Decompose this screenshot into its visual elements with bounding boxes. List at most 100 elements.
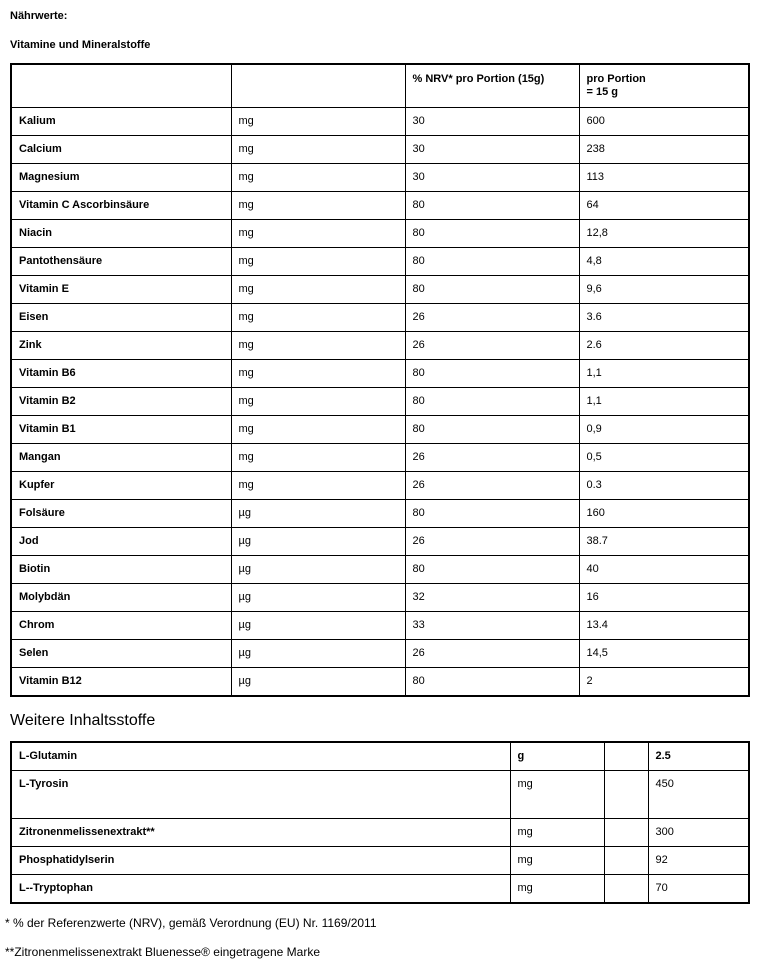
ingredient-amount-cell: 92: [647, 846, 750, 875]
vitamin-row: Chrom µg 33 13.4: [10, 611, 750, 640]
nutrient-nrv-cell: 26: [404, 303, 580, 332]
ingredient-amount-cell: 300: [647, 818, 750, 847]
nutrient-unit-cell: µg: [230, 499, 406, 528]
section-heading-vitamins-minerals: Vitamine und Mineralstoffe: [10, 39, 151, 51]
nutrient-name-cell: Molybdän: [10, 583, 232, 612]
nutrient-amount-cell: 3.6: [578, 303, 750, 332]
other-ingredients-table-body: L-Glutamin g 2.5 L-Tyrosin mg 450 Zitronenmeli…: [10, 741, 750, 904]
nutrient-name-cell: Biotin: [10, 555, 232, 584]
ingredient-name-cell: Phosphatidylserin: [10, 846, 511, 875]
nutrient-nrv-cell: 80: [404, 415, 580, 444]
nutrient-amount-cell: 0,9: [578, 415, 750, 444]
ingredient-spacer-cell: [603, 818, 649, 847]
nutrient-nrv-cell: 26: [404, 639, 580, 668]
nutrient-name-cell: Zink: [10, 331, 232, 360]
nutrient-name-cell: Pantothensäure: [10, 247, 232, 276]
nutrient-nrv-cell: 80: [404, 667, 580, 697]
nutrient-name-cell: Vitamin C Ascorbinsäure: [10, 191, 232, 220]
nutrient-nrv-cell: 33: [404, 611, 580, 640]
footnote-nrv-reference: * % der Referenzwerte (NRV), gemäß Veror…: [5, 916, 377, 930]
nutrient-unit-cell: µg: [230, 639, 406, 668]
nutrient-unit-cell: µg: [230, 667, 406, 697]
nutrient-unit-cell: µg: [230, 555, 406, 584]
vitamins-table-header-row: % NRV* pro Portion (15g) pro Portion = 1…: [10, 63, 750, 108]
nutrient-amount-cell: 16: [578, 583, 750, 612]
nutrient-unit-cell: mg: [230, 163, 406, 192]
nutrient-name-cell: Chrom: [10, 611, 232, 640]
nutrient-amount-cell: 0.3: [578, 471, 750, 500]
ingredient-amount-cell: 2.5: [647, 741, 750, 771]
nutrient-nrv-cell: 26: [404, 443, 580, 472]
nutrient-amount-cell: 160: [578, 499, 750, 528]
nutrient-name-cell: Kupfer: [10, 471, 232, 500]
header-cell-empty-1: [10, 63, 232, 108]
header-per-portion-line1: pro Portion: [586, 73, 646, 85]
nutrient-unit-cell: mg: [230, 303, 406, 332]
nutrient-nrv-cell: 80: [404, 555, 580, 584]
nutrient-amount-cell: 38.7: [578, 527, 750, 556]
nutrient-nrv-cell: 30: [404, 135, 580, 164]
nutrient-unit-cell: µg: [230, 527, 406, 556]
nutrient-amount-cell: 14,5: [578, 639, 750, 668]
vitamin-row: Folsäure µg 80 160: [10, 499, 750, 528]
nutrient-name-cell: Magnesium: [10, 163, 232, 192]
vitamin-row: Zink mg 26 2.6: [10, 331, 750, 360]
ingredient-amount-cell: 450: [647, 770, 750, 819]
vitamin-row: Jod µg 26 38.7: [10, 527, 750, 556]
vitamin-row: Calcium mg 30 238: [10, 135, 750, 164]
nutrient-amount-cell: 113: [578, 163, 750, 192]
nutrient-amount-cell: 600: [578, 107, 750, 136]
nutrient-name-cell: Mangan: [10, 443, 232, 472]
nutrient-amount-cell: 40: [578, 555, 750, 584]
nutrient-nrv-cell: 30: [404, 107, 580, 136]
ingredient-name-cell: L--Tryptophan: [10, 874, 511, 904]
ingredient-row: L-Tyrosin mg 450: [10, 770, 750, 819]
nutrient-name-cell: Jod: [10, 527, 232, 556]
vitamin-row: Biotin µg 80 40: [10, 555, 750, 584]
vitamin-row: Vitamin B2 mg 80 1,1: [10, 387, 750, 416]
nutrient-name-cell: Vitamin B2: [10, 387, 232, 416]
ingredient-row: L-Glutamin g 2.5: [10, 741, 750, 771]
ingredient-unit-cell: mg: [509, 846, 605, 875]
nutrient-name-cell: Eisen: [10, 303, 232, 332]
vitamin-row: Vitamin B12 µg 80 2: [10, 667, 750, 697]
nutrient-unit-cell: mg: [230, 191, 406, 220]
nutrient-unit-cell: mg: [230, 275, 406, 304]
nutrient-unit-cell: mg: [230, 443, 406, 472]
nutrient-amount-cell: 9,6: [578, 275, 750, 304]
ingredient-row: L--Tryptophan mg 70: [10, 874, 750, 904]
ingredient-spacer-cell: [603, 741, 649, 771]
nutrient-unit-cell: mg: [230, 359, 406, 388]
vitamins-minerals-table: % NRV* pro Portion (15g) pro Portion = 1…: [10, 63, 750, 697]
nutrient-unit-cell: mg: [230, 107, 406, 136]
nutrient-nrv-cell: 80: [404, 247, 580, 276]
other-ingredients-table: L-Glutamin g 2.5 L-Tyrosin mg 450 Zitronenmeli…: [10, 741, 750, 904]
nutrient-amount-cell: 64: [578, 191, 750, 220]
nutrient-amount-cell: 2.6: [578, 331, 750, 360]
vitamins-table-body: Kalium mg 30 600 Calcium mg 30 238 Magnesium mg 30…: [10, 107, 750, 697]
nutrient-amount-cell: 1,1: [578, 387, 750, 416]
nutrient-amount-cell: 2: [578, 667, 750, 697]
ingredient-name-cell: Zitronenmelissenextrakt**: [10, 818, 511, 847]
nutrient-amount-cell: 1,1: [578, 359, 750, 388]
vitamin-row: Mangan mg 26 0,5: [10, 443, 750, 472]
nutrient-unit-cell: µg: [230, 583, 406, 612]
vitamin-row: Vitamin B6 mg 80 1,1: [10, 359, 750, 388]
nutrient-name-cell: Folsäure: [10, 499, 232, 528]
vitamin-row: Pantothensäure mg 80 4,8: [10, 247, 750, 276]
nutrient-unit-cell: mg: [230, 247, 406, 276]
page-title: Nährwerte:: [10, 10, 68, 22]
header-cell-per-portion: pro Portion = 15 g: [578, 63, 750, 108]
nutrient-nrv-cell: 80: [404, 275, 580, 304]
nutrient-name-cell: Vitamin B6: [10, 359, 232, 388]
nutrient-nrv-cell: 26: [404, 527, 580, 556]
nutrient-amount-cell: 238: [578, 135, 750, 164]
nutrient-nrv-cell: 80: [404, 387, 580, 416]
nutrient-unit-cell: mg: [230, 331, 406, 360]
nutrient-name-cell: Vitamin B1: [10, 415, 232, 444]
nutrient-unit-cell: µg: [230, 611, 406, 640]
nutrient-amount-cell: 13.4: [578, 611, 750, 640]
nutrient-amount-cell: 0,5: [578, 443, 750, 472]
